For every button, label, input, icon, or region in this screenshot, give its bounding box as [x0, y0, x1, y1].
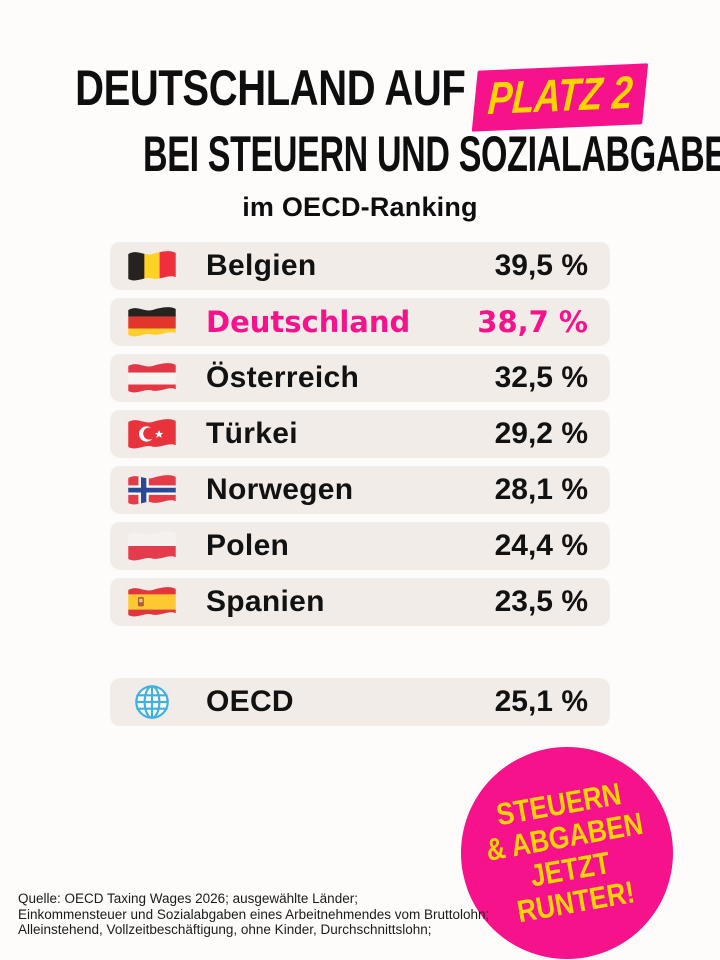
badge-text: STEUERN & ABGABEN JETZT RUNTER!	[464, 772, 671, 934]
title-line-2: BEI STEUERN UND SOZIALABGABEN	[143, 126, 720, 182]
country-label: Polen	[206, 529, 290, 562]
flag-poland-icon	[128, 531, 176, 561]
percentage-value: 38,7 %	[477, 305, 588, 339]
source-note-line: Einkommensteuer und Sozialabgaben eines …	[18, 906, 490, 922]
title-block: DEUTSCHLAND AUF PLATZ 2 BEI STEUERN UND …	[0, 62, 720, 223]
flag-norway-icon	[128, 475, 176, 505]
ranking-row-belgium: Belgien 39,5 %	[110, 242, 610, 290]
globe-icon	[135, 685, 169, 719]
country-label: Norwegen	[206, 473, 354, 506]
ranking-list: Belgien 39,5 % Deutschland 38,7 %	[110, 242, 610, 726]
percentage-value: 39,5 %	[494, 249, 588, 282]
percentage-value: 23,5 %	[494, 585, 588, 618]
ranking-row-turkey: Türkei 29,2 %	[110, 410, 610, 458]
flag-spain-icon	[128, 587, 176, 617]
percentage-value: 24,4 %	[494, 529, 588, 562]
source-note: Quelle: OECD Taxing Wages 2026; ausgewäh…	[18, 891, 489, 938]
flag-turkey-icon	[128, 419, 176, 449]
title-subtitle: im OECD-Ranking	[242, 192, 478, 222]
ranking-row-norway: Norwegen 28,1 %	[110, 466, 610, 514]
percentage-value: 28,1 %	[494, 473, 588, 506]
percentage-value: 29,2 %	[494, 417, 588, 450]
ranking-row-spain: Spanien 23,5 %	[110, 578, 610, 626]
title-line-1: DEUTSCHLAND AUF PLATZ 2	[0, 60, 720, 132]
flag-austria-icon	[128, 363, 176, 393]
country-label: Deutschland	[206, 305, 411, 339]
title-line1-text: DEUTSCHLAND AUF	[75, 60, 466, 116]
flag-belgium-icon	[128, 251, 176, 281]
country-label: Spanien	[206, 585, 325, 618]
platz2-highlight-box: PLATZ 2	[471, 63, 649, 132]
platz2-highlight-text: PLATZ 2	[486, 65, 634, 125]
ranking-row-germany: Deutschland 38,7 %	[110, 298, 610, 346]
country-label: Österreich	[206, 361, 360, 394]
country-label: OECD	[206, 685, 294, 718]
ranking-row-oecd: OECD 25,1 %	[110, 678, 610, 726]
percentage-value: 32,5 %	[494, 361, 588, 394]
campaign-badge: STEUERN & ABGABEN JETZT RUNTER!	[461, 747, 673, 959]
country-label: Türkei	[206, 417, 298, 450]
source-note-line: Quelle: OECD Taxing Wages 2026; ausgewäh…	[18, 891, 358, 906]
source-note-line: Alleinstehend, Vollzeitbeschäftigung, oh…	[18, 922, 432, 937]
flag-germany-icon	[128, 307, 176, 337]
ranking-row-poland: Polen 24,4 %	[110, 522, 610, 570]
percentage-value: 25,1 %	[494, 685, 588, 718]
ranking-row-austria: Österreich 32,5 %	[110, 354, 610, 402]
country-label: Belgien	[206, 249, 317, 282]
